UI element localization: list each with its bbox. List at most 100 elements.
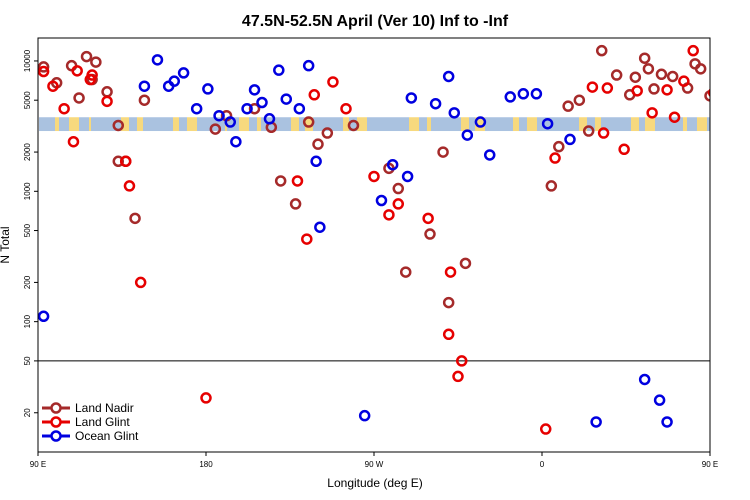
legend-marker-land-glint [50, 416, 62, 428]
band-segment [323, 117, 325, 132]
band-segment [657, 117, 659, 132]
band-segment [105, 117, 107, 132]
band-segment [443, 117, 445, 132]
band-segment [705, 117, 707, 132]
band-segment [413, 117, 415, 132]
point-ocean-glint [564, 133, 576, 146]
point-land-nadir [553, 140, 565, 153]
band-segment [625, 117, 627, 132]
band-segment [487, 117, 489, 132]
legend-item-land-nadir: Land Nadir [42, 401, 134, 415]
band-segment [117, 117, 119, 132]
band-segment [245, 117, 247, 132]
band-segment [431, 117, 433, 132]
band-segment [103, 117, 105, 132]
point-ocean-glint [483, 149, 496, 161]
band-segment [669, 117, 671, 132]
point-land-nadir [638, 52, 651, 64]
band-segment [479, 117, 481, 132]
band-segment [49, 117, 51, 132]
band-segment [255, 117, 257, 132]
point-ocean-glint [256, 96, 268, 109]
band-segment [495, 117, 497, 132]
band-segment [579, 117, 581, 132]
band-segment [169, 117, 171, 132]
point-land-glint [291, 175, 304, 187]
band-segment [59, 117, 61, 132]
band-segment [247, 117, 249, 132]
point-land-nadir [248, 102, 261, 115]
band-segment [191, 117, 193, 132]
band-segment [391, 117, 393, 132]
point-land-nadir [442, 296, 455, 309]
band-segment [687, 117, 689, 132]
point-ocean-glint [474, 116, 487, 128]
point-ocean-glint [530, 88, 543, 100]
band-segment [385, 117, 387, 132]
point-land-nadir [209, 123, 222, 135]
point-ocean-glint [224, 116, 237, 128]
band-segment [63, 117, 65, 132]
point-land-glint [47, 80, 59, 92]
band-segment [399, 117, 401, 132]
band-segment [307, 117, 309, 132]
band-segment [47, 117, 49, 132]
band-segment [393, 117, 395, 132]
point-land-nadir [595, 44, 608, 57]
band-segment [75, 117, 77, 132]
point-ocean-glint [728, 396, 737, 405]
band-segment [429, 117, 431, 132]
y-tick-label: 100 [23, 314, 32, 328]
legend-marker-land-nadir [50, 402, 62, 414]
point-ocean-glint [302, 59, 315, 72]
point-ocean-glint [263, 113, 276, 125]
band-segment [243, 117, 245, 132]
point-ocean-glint [653, 394, 666, 406]
band-segment [375, 117, 377, 132]
band-segment [505, 117, 507, 132]
band-segment [525, 117, 527, 132]
band-segment [353, 117, 355, 132]
band-segment [531, 117, 533, 132]
band-segment [481, 117, 483, 132]
band-segment [271, 117, 273, 132]
point-land-nadir [545, 180, 558, 192]
band-segment [279, 117, 281, 132]
point-land-nadir [582, 125, 595, 137]
point-ocean-glint [747, 312, 750, 321]
band-segment [679, 117, 681, 132]
band-segment [379, 117, 381, 132]
band-segment [447, 117, 449, 132]
band-segment [351, 117, 353, 132]
x-axis-ticks: 90 E 180 90 W 0 90 E [30, 452, 718, 469]
band-segment [707, 117, 709, 132]
point-land-nadir [80, 50, 93, 63]
point-ocean-glint [442, 70, 455, 83]
band-segment [677, 117, 679, 132]
band-segment [571, 117, 573, 132]
band-segment [619, 117, 621, 132]
band-segment [539, 117, 541, 132]
point-land-glint [687, 44, 699, 57]
band-segment [613, 117, 615, 132]
band-segment [51, 117, 53, 132]
band-segment [125, 117, 127, 132]
band-segment [315, 117, 317, 132]
band-segment [147, 117, 149, 132]
band-segment [219, 117, 221, 132]
band-segment [545, 117, 547, 132]
band-segment [617, 117, 619, 132]
point-land-glint [200, 392, 212, 404]
y-tick-label: 20 [23, 408, 32, 417]
band-segment [173, 117, 175, 132]
band-segment [699, 117, 701, 132]
band-segment [449, 117, 451, 132]
band-segment [577, 117, 579, 132]
point-land-nadir [302, 116, 315, 128]
band-segment [67, 117, 69, 132]
point-ocean-glint [273, 64, 285, 76]
point-land-glint [134, 276, 147, 289]
band-segment [361, 117, 363, 132]
point-land-nadir [321, 127, 334, 139]
